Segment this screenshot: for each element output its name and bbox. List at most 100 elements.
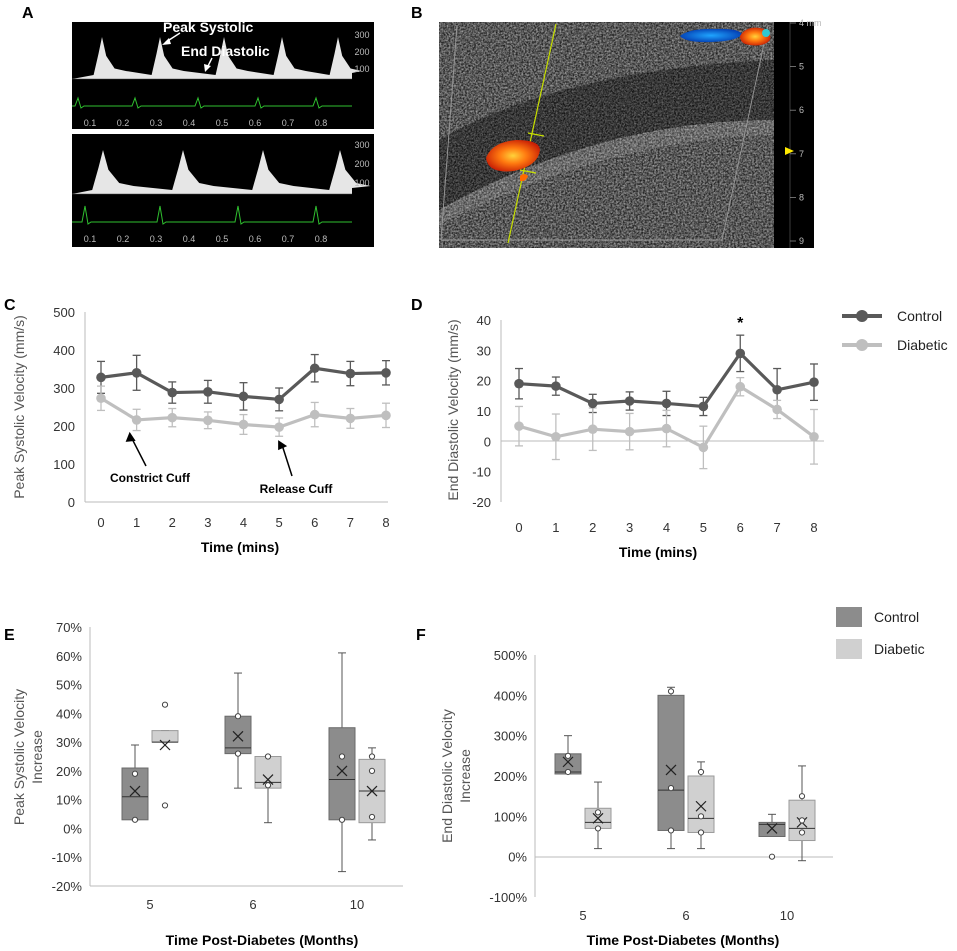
chart-e-control-10-mean-b [336, 765, 348, 777]
a-top-time-3: 0.4 [183, 118, 196, 128]
chart-f-control-6-box [657, 694, 685, 831]
chart-f-diabetic-6-mean-b [695, 800, 707, 812]
chart-c-x-tick-3: 3 [204, 515, 211, 530]
chart-f-diabetic-10-point-1 [798, 817, 806, 824]
chart-e-control-5-point-1 [131, 770, 139, 777]
chart-d-control-point-6 [735, 348, 746, 359]
chart-d-diabetic-point-0 [514, 421, 524, 431]
a-bottom-time-5: 0.6 [249, 234, 262, 244]
chart-c-diabetic-point-6 [309, 409, 320, 420]
chart-f-diabetic-6-point-0 [697, 829, 705, 836]
chart-f-control-10-point-0 [768, 853, 776, 860]
chart-c-diabetic-point-2 [167, 412, 178, 423]
chart-d-y-tick-4: 20 [477, 374, 491, 389]
color-box-right-edge [721, 24, 769, 241]
chart-d: -20 -10 0 10 20 30 40 0 1 2 3 4 5 6 7 8 End Diastolic … [445, 313, 824, 560]
chart-c-diabetic-point-3 [203, 415, 213, 426]
chart-c-control-point-1 [131, 368, 142, 378]
chart-c-control-point-6 [309, 363, 320, 374]
a-top-time-7: 0.8 [315, 118, 328, 128]
flow-cyan-spot [762, 29, 770, 37]
ultrasound-depth-strip [774, 22, 814, 248]
chart-f-x-tick-0: 5 [579, 908, 586, 923]
chart-e-control-6-mean-b [232, 730, 244, 742]
chart-c-x-tick-8: 8 [382, 515, 389, 530]
chart-f: -100% 0% 100% 200% 300% 400% 500% 5 6 10 End Dia… [439, 648, 833, 948]
chart-e-y-tick-6: 40% [56, 706, 82, 721]
chart-f-diabetic-5-point-0 [594, 825, 602, 832]
a-top-time-1: 0.2 [117, 118, 130, 128]
legend-line: Control Diabetic [842, 308, 948, 353]
legend-box-diabetic-label: Diabetic [874, 641, 925, 657]
depth-scale: 4 mm 5 6 7 8 9 [790, 18, 822, 246]
chart-f-x-tick-2: 10 [780, 908, 794, 923]
chart-e-control-6-point-0 [234, 750, 242, 757]
chart-c-x-tick-5: 5 [276, 515, 283, 530]
a-top-scale-0: 100 [354, 64, 369, 74]
chart-c-y-axis-label: Peak Systolic Velocity (mm/s) [11, 315, 27, 499]
chart-f-diabetic-6-point-1 [697, 813, 705, 820]
chart-f-diabetic-5-mean-b [592, 812, 604, 824]
chart-d-diabetic-point-1 [551, 431, 561, 442]
chart-c-x-axis-label: Time (mins) [201, 539, 279, 555]
chart-e-x-tick-1: 6 [249, 897, 256, 912]
chart-f-y-axis-label-line1: End Diastolic Velocity [439, 709, 455, 843]
chart-f-control-6-point-2 [667, 688, 675, 695]
chart-e-control-10-box [328, 727, 356, 821]
constrict-cuff-arrow [130, 437, 147, 467]
a-bottom-time-6: 0.7 [282, 234, 295, 244]
chart-d-x-tick-3: 3 [626, 520, 633, 535]
doppler-bottom-waveform [72, 150, 371, 194]
legend-diabetic-marker [856, 339, 868, 351]
peak-systolic-annotation: Peak Systolic [163, 19, 253, 35]
chart-d-x-tick-6: 6 [737, 520, 744, 535]
chart-d-x-tick-5: 5 [700, 520, 707, 535]
sample-gate-bottom [519, 169, 537, 174]
chart-c-diabetic-point-1 [131, 415, 142, 425]
chart-d-x-tick-1: 1 [552, 520, 559, 535]
legend-box-control-swatch [836, 607, 862, 627]
chart-f-control-10-mean-b [766, 823, 778, 834]
chart-c-x-tick-6: 6 [311, 515, 318, 530]
chart-e-control-5-mean-b [129, 785, 141, 797]
legend-control-marker [856, 310, 868, 322]
ultrasound-panel: 4 mm 5 6 7 8 9 [439, 18, 822, 248]
chart-f-y-tick-0: -100% [489, 890, 527, 905]
legend-control-label: Control [897, 308, 942, 324]
depth-label-0: 4 mm [799, 18, 822, 28]
chart-c-control-point-5 [274, 394, 284, 405]
chart-c-y-tick-5: 500 [53, 305, 75, 320]
chart-c-y-tick-1: 100 [53, 457, 75, 472]
chart-d-diabetic-point-6 [735, 381, 746, 392]
chart-e-diabetic-6-mean-b [262, 774, 274, 785]
a-top-time-5: 0.6 [249, 118, 262, 128]
chart-e-diabetic-5-mean-b [159, 739, 171, 751]
panel-label-b: B [411, 5, 423, 22]
chart-d-y-axis-label: End Diastolic Velocity (mm/s) [445, 319, 461, 500]
panel-label-f: F [416, 627, 426, 644]
chart-f-y-tick-5: 400% [494, 688, 528, 703]
chart-c-y-tick-4: 400 [53, 343, 75, 358]
chart-f-control-5-mean-b [562, 756, 574, 768]
a-bottom-scale-1: 200 [354, 159, 369, 169]
chart-e-y-axis-label-line1: Peak Systolic Velocity [11, 689, 27, 825]
chart-e-y-tick-9: 70% [56, 620, 82, 635]
legend-diabetic-label: Diabetic [897, 337, 948, 353]
chart-c-x-tick-1: 1 [133, 515, 140, 530]
chart-c-control-point-8 [381, 368, 391, 378]
chart-f-y-tick-3: 200% [494, 769, 528, 784]
chart-f-y-tick-4: 300% [494, 729, 528, 744]
peak-systolic-arrowhead [162, 38, 171, 45]
a-bottom-time-0: 0.1 [84, 234, 97, 244]
flow-blue-spot [680, 28, 742, 43]
chart-c: 0 100 200 300 400 500 0 1 2 3 4 5 6 7 8 Peak Systolic… [11, 305, 391, 555]
chart-d-x-tick-8: 8 [810, 520, 817, 535]
focus-marker-icon [785, 147, 794, 155]
legend-box: Control Diabetic [836, 607, 925, 659]
chart-c-y-tick-2: 200 [53, 419, 75, 434]
chart-e-diabetic-5-point-1 [161, 701, 169, 708]
chart-e-diabetic-10-point-2 [368, 753, 376, 760]
release-cuff-arrow [281, 444, 293, 477]
panel-label-a: A [22, 5, 34, 22]
